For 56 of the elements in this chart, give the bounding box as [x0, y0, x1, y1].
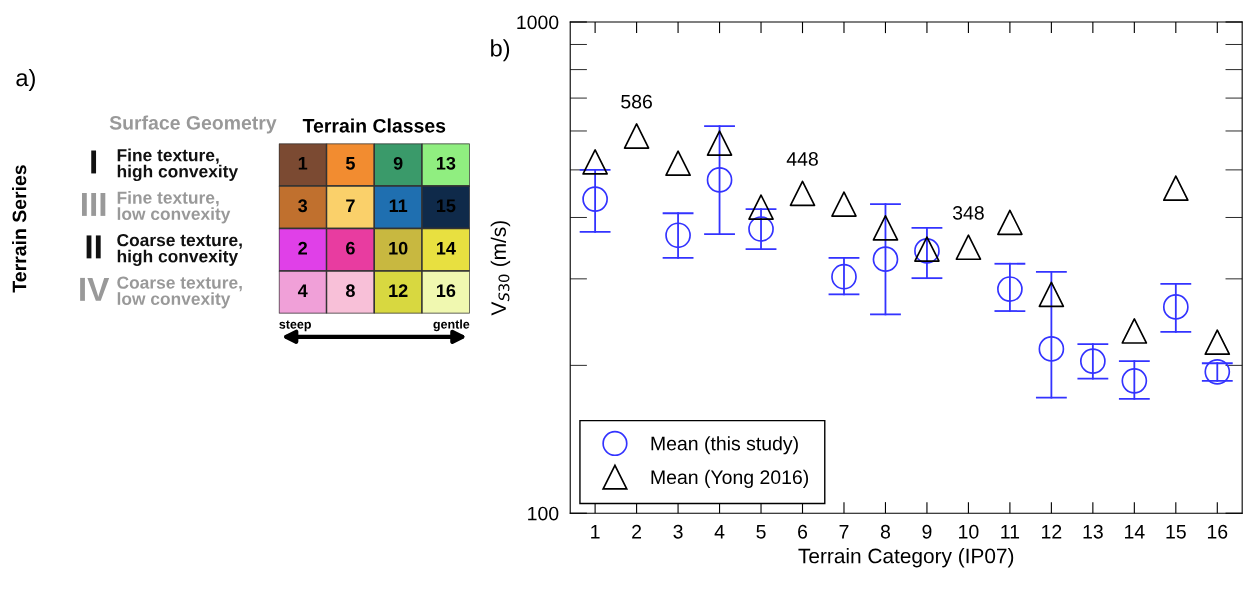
- x-tick-label: 5: [756, 525, 766, 539]
- data-label: 13: [436, 156, 456, 170]
- text: a): [16, 68, 35, 91]
- y2-tick-label: Coarse texture, low convexity: [117, 276, 242, 309]
- x-tick-label: 3: [673, 524, 683, 539]
- y-tick-label: 1000: [517, 15, 559, 30]
- x-tick-label: 6: [798, 524, 808, 539]
- data-label: 7: [346, 199, 355, 212]
- data-label: 448: [786, 152, 818, 166]
- y-tick-label: IV: [80, 277, 110, 301]
- x-tick-label: 1: [591, 525, 600, 539]
- x-tick-label: 15: [1166, 525, 1186, 539]
- y-tick-label: II: [86, 235, 101, 259]
- chart-title: Terrain Classes: [302, 118, 446, 133]
- data-label: 15: [436, 199, 456, 213]
- text: b): [491, 39, 510, 62]
- x-tick-label: 14: [1125, 525, 1145, 539]
- y2-tick-label: Coarse texture, high convexity: [117, 233, 242, 266]
- y2-tick-label: Fine texture, low convexity: [117, 191, 231, 224]
- data-label: 5: [345, 157, 355, 170]
- legend-label: Mean (this study): [651, 436, 798, 455]
- y-tick-label: III: [81, 192, 106, 216]
- x-tick-label: 2: [632, 524, 642, 539]
- x-tick-label: 8: [880, 524, 891, 539]
- x-tick-label: 10: [959, 524, 979, 539]
- text: gentle: [433, 319, 470, 332]
- y-tick-label: I: [91, 150, 97, 174]
- y-tick-label: 100: [528, 506, 559, 521]
- data-label: 10: [389, 241, 408, 255]
- text: steep: [279, 320, 311, 332]
- data-label: 4: [297, 284, 308, 297]
- data-label: 8: [345, 284, 355, 298]
- data-label: 586: [621, 94, 652, 109]
- data-label: 6: [346, 241, 355, 255]
- legend-label: Mean (Yong 2016): [651, 469, 809, 488]
- x-tick-label: 16: [1207, 524, 1228, 539]
- data-label: 2: [298, 241, 307, 255]
- x-tick-label: 4: [714, 525, 725, 539]
- data-label: 16: [436, 284, 456, 298]
- x-axis-title: Terrain Category (IP07): [798, 548, 1014, 568]
- data-label: 1: [298, 157, 308, 170]
- data-label: 11: [389, 199, 408, 212]
- x-tick-label: 7: [839, 525, 849, 539]
- y2-tick-label: Fine texture, high convexity: [117, 148, 239, 182]
- y-axis-title: Terrain Series: [12, 165, 27, 293]
- data-label: 348: [952, 205, 984, 220]
- data-label: 12: [389, 284, 408, 297]
- x-tick-label: 12: [1042, 524, 1062, 539]
- data-label: 9: [393, 156, 403, 170]
- text: Surface Geometry: [109, 115, 277, 134]
- x-tick-label: 9: [922, 524, 932, 539]
- x-tick-label: 13: [1083, 524, 1103, 539]
- data-label: 14: [436, 241, 456, 255]
- data-label: 3: [298, 199, 308, 213]
- y-axis-title: V$_{S30}$ (m/s): [490, 221, 511, 316]
- x-tick-label: 11: [1001, 525, 1020, 539]
